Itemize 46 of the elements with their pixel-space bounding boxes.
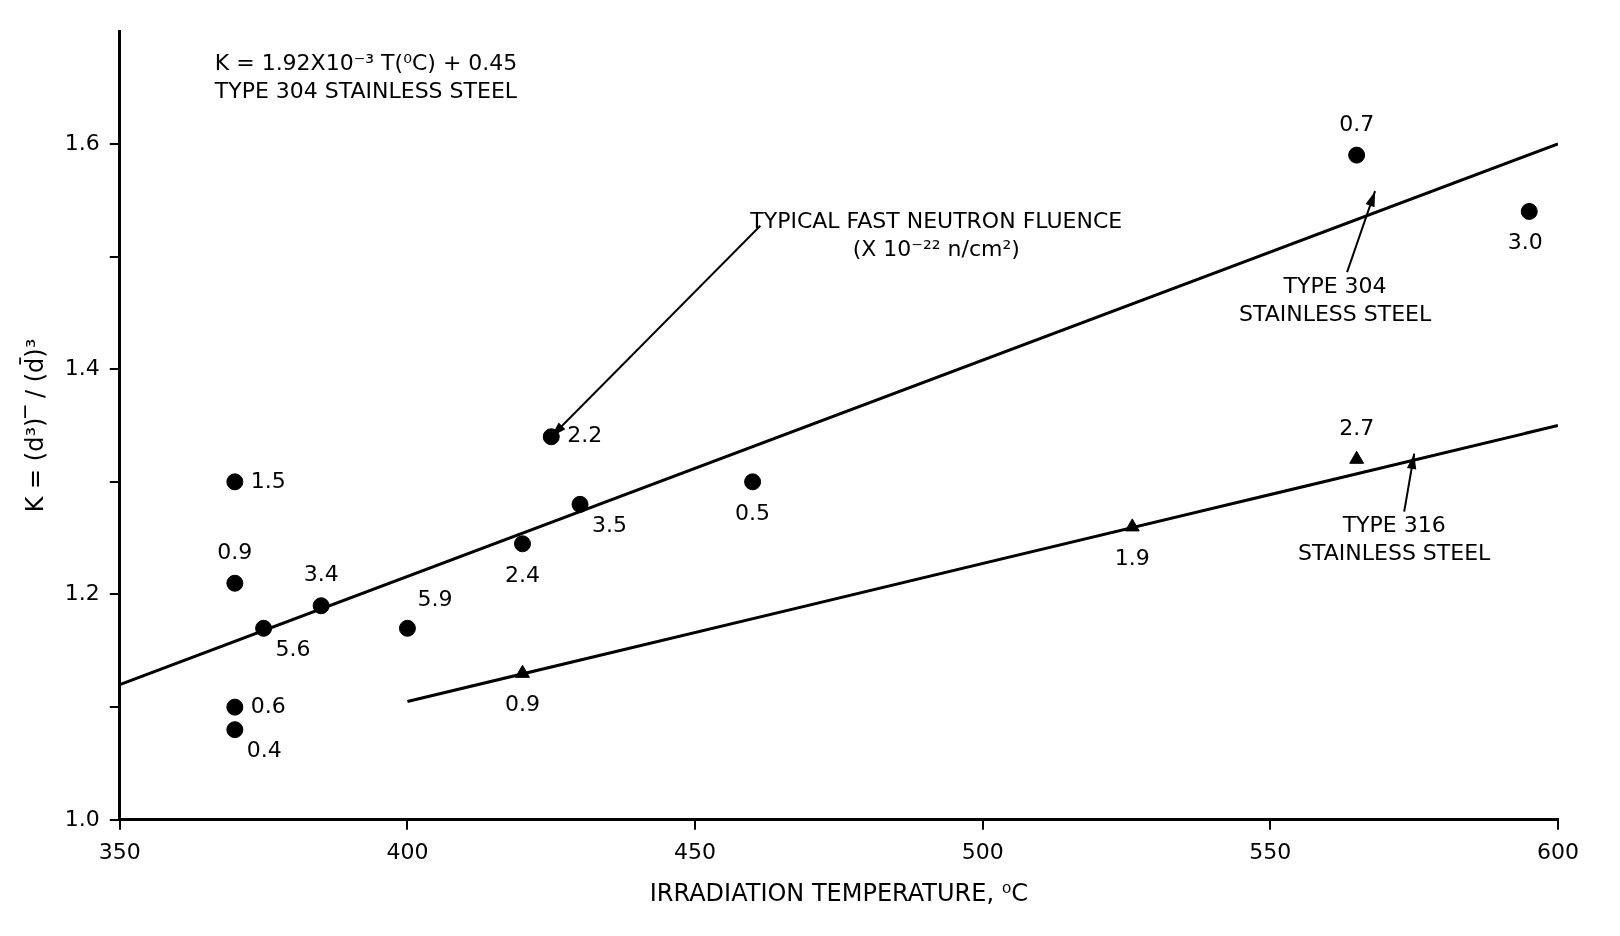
point: [744, 473, 762, 491]
annotation: 0.6: [250, 692, 286, 718]
y-tick-label: 1.0: [64, 805, 100, 831]
point: [1124, 518, 1140, 532]
y-tick-label: 1.6: [64, 129, 100, 155]
annotation: 0.4: [246, 737, 282, 763]
annotation: 2.7: [1339, 415, 1375, 441]
point: [513, 535, 531, 553]
annotation: TYPE 316 STAINLESS STEEL: [1298, 512, 1492, 566]
annotation: 1.5: [250, 467, 286, 493]
annotation: 1.9: [1114, 544, 1150, 570]
x-tick-label: 500: [961, 838, 1004, 864]
annotation: 3.0: [1507, 229, 1543, 255]
annotation: TYPICAL FAST NEUTRON FLUENCE (X 10⁻²² n/cm²): [749, 208, 1123, 262]
point: [1348, 146, 1366, 164]
annotation: 3.5: [592, 512, 628, 538]
annotation: 0.9: [504, 691, 540, 717]
x-tick-label: 350: [98, 838, 141, 864]
annotation: 2.4: [504, 561, 540, 587]
point: [312, 597, 330, 615]
x-tick-label: 600: [1537, 838, 1579, 864]
annotation: 0.9: [217, 538, 253, 564]
x-tick-label: 550: [1249, 838, 1292, 864]
point: [226, 473, 244, 491]
point: [1520, 202, 1538, 220]
x-tick-label: 450: [674, 838, 717, 864]
x-axis-title: IRRADIATION TEMPERATURE, ⁰C: [649, 878, 1029, 907]
y-tick-label: 1.4: [64, 354, 100, 380]
point: [571, 495, 589, 513]
annotation: 0.5: [735, 499, 771, 525]
point: [226, 721, 244, 739]
annotation: 2.2: [567, 422, 603, 448]
annotation: 5.9: [417, 586, 453, 611]
y-axis-title: K = (d³)‾ / (d̄)³: [19, 338, 49, 513]
annotation: K = 1.92X10⁻³ T(⁰C) + 0.45 TYPE 304 STAINLESS STEEL: [213, 49, 518, 103]
y-tick-label: 1.2: [64, 580, 100, 606]
point: [255, 619, 273, 637]
point: [398, 619, 416, 637]
point: [542, 428, 560, 446]
annotation: 5.6: [275, 636, 311, 661]
point: [226, 574, 244, 592]
x-tick-label: 400: [386, 838, 429, 864]
annotation: 0.7: [1339, 110, 1375, 136]
annotation: TYPE 304 STAINLESS STEEL: [1238, 272, 1432, 326]
annotation: 3.4: [303, 561, 339, 587]
point: [226, 698, 244, 716]
